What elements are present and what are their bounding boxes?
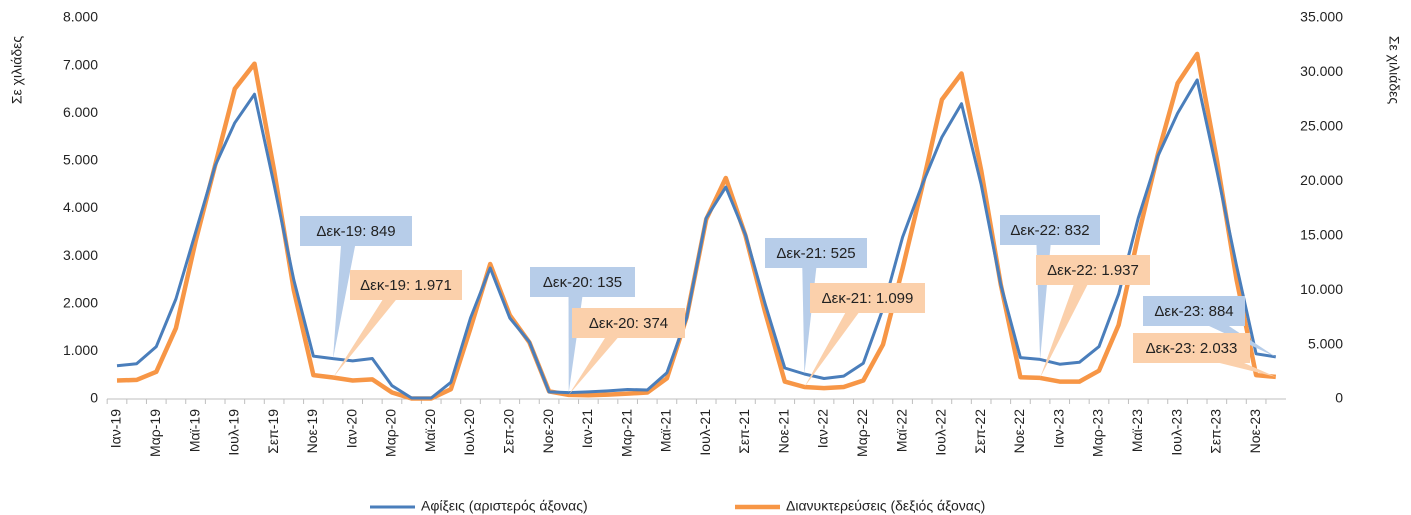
y2-tick-label: 5.000 (1308, 335, 1343, 351)
callout-pointer (1036, 230, 1052, 360)
annotation: Δεκ-19: 849 (316, 223, 395, 240)
annotation: Δεκ-22: 1.937 (1047, 262, 1139, 279)
x-tick-label: Ιαν-19 (108, 409, 124, 448)
x-tick-label: Σεπ-23 (1208, 409, 1224, 454)
x-tick-label: Νοε-23 (1247, 409, 1263, 454)
y-tick-label: 0 (90, 390, 98, 406)
callout-pointer (568, 323, 631, 395)
x-tick-label: Μαϊ-21 (658, 409, 674, 452)
annotation: Δεκ-22: 832 (1010, 222, 1089, 239)
annotation: Δεκ-21: 525 (776, 245, 855, 262)
x-tick-label: Σεπ-22 (972, 409, 988, 454)
x-tick-label: Μαρ-23 (1090, 409, 1106, 457)
x-tick-label: Ιαν-21 (579, 409, 595, 448)
y2-tick-label: 15.000 (1300, 226, 1343, 242)
y2-tick-label: 35.000 (1300, 9, 1343, 25)
y2-tick-label: 0 (1335, 390, 1343, 406)
x-tick-label: Μαϊ-23 (1129, 409, 1145, 452)
callout-box (1000, 215, 1100, 245)
callout-box (1143, 296, 1245, 326)
annotation: Δεκ-23: 884 (1154, 303, 1233, 320)
legend-label: Αφίξεις (αριστερός άξονας) (421, 498, 588, 514)
x-tick-label: Ιαν-20 (343, 409, 359, 448)
x-tick-label: Νοε-21 (775, 409, 791, 454)
y2-tick-label: 20.000 (1300, 172, 1343, 188)
callout-pointer (333, 285, 408, 378)
x-tick-label: Ιουλ-20 (461, 409, 477, 456)
annotation: Δεκ-19: 1.971 (360, 277, 452, 294)
callout-box (1036, 255, 1150, 285)
callout-box (300, 216, 412, 246)
x-tick-label: Σεπ-20 (501, 409, 517, 454)
x-tick-label: Νοε-22 (1011, 409, 1027, 454)
x-tick-label: Μαρ-21 (618, 409, 634, 457)
annotation: Δεκ-21: 1.099 (822, 290, 914, 307)
y-tick-label: 4.000 (63, 199, 98, 215)
x-tick-label: Ιουλ-22 (933, 409, 949, 456)
series-line (116, 78, 1277, 400)
y2-axis-title: Σε χιλιάδες (1386, 36, 1402, 104)
x-tick-label: Νοε-20 (540, 409, 556, 454)
y-tick-label: 1.000 (63, 342, 98, 358)
callout-box (810, 283, 925, 313)
x-tick-label: Μαρ-19 (147, 409, 163, 457)
y-tick-label: 2.000 (63, 294, 98, 310)
y-tick-label: 3.000 (63, 247, 98, 263)
x-tick-label: Σεπ-19 (265, 409, 281, 454)
y2-tick-label: 25.000 (1300, 118, 1343, 134)
callout-pointer (1040, 270, 1095, 378)
y-tick-label: 5.000 (63, 152, 98, 168)
annotation: Δεκ-20: 374 (589, 315, 668, 332)
y-tick-label: 7.000 (63, 56, 98, 72)
x-tick-label: Μαρ-22 (854, 409, 870, 457)
callout-box (765, 238, 867, 268)
y2-tick-label: 30.000 (1300, 63, 1343, 79)
x-tick-label: Ιαν-23 (1050, 409, 1066, 448)
annotation: Δεκ-20: 135 (543, 274, 622, 291)
y-tick-label: 6.000 (63, 104, 98, 120)
x-tick-label: Μαϊ-20 (422, 409, 438, 452)
callout-box (350, 270, 462, 300)
x-tick-label: Μαρ-20 (383, 409, 399, 457)
x-tick-label: Ιουλ-21 (697, 409, 713, 456)
y-axis-title: Σε χιλιάδες (9, 36, 25, 104)
series-line (116, 51, 1277, 401)
legend-label: Διανυκτερεύσεις (δεξιός άξονας) (786, 498, 985, 514)
x-tick-label: Νοε-19 (304, 409, 320, 454)
y2-tick-label: 10.000 (1300, 281, 1343, 297)
callout-pointer (333, 231, 358, 359)
x-tick-label: Ιουλ-19 (226, 409, 242, 456)
x-tick-label: Ιαν-22 (815, 409, 831, 448)
callout-pointer (802, 253, 818, 374)
callout-box (572, 308, 685, 338)
y-tick-label: 8.000 (63, 9, 98, 25)
x-tick-label: Μαϊ-19 (186, 409, 202, 452)
callout-box (1133, 333, 1250, 363)
annotation: Δεκ-23: 2.033 (1146, 340, 1238, 357)
x-tick-label: Ιουλ-23 (1168, 409, 1184, 456)
callout-box (530, 267, 635, 297)
x-tick-label: Σεπ-21 (736, 409, 752, 454)
callout-pointer (804, 298, 870, 388)
x-tick-label: Μαϊ-22 (893, 409, 909, 452)
